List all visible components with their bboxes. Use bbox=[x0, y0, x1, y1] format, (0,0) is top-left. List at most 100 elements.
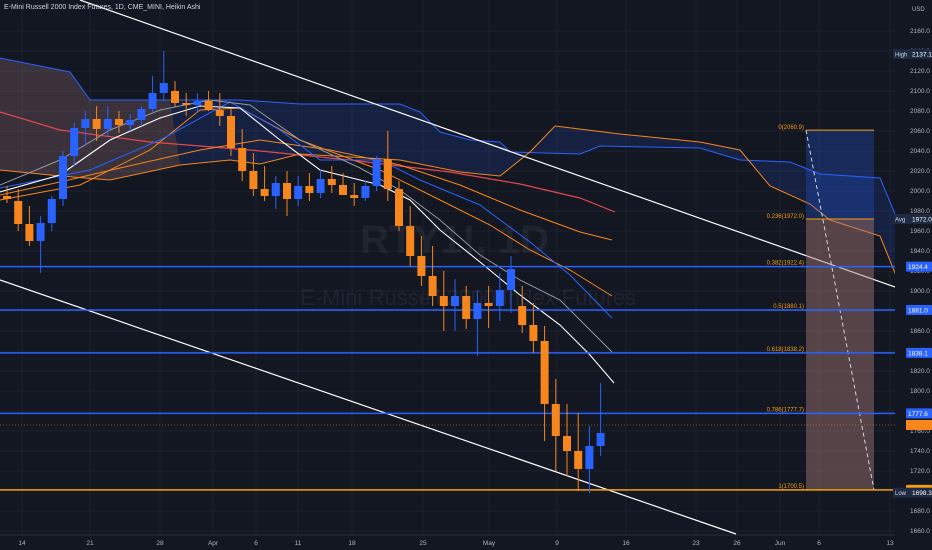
fib-label: 1(1700.5) bbox=[778, 484, 804, 490]
candle bbox=[518, 286, 527, 333]
level-price-text: 1924.4 bbox=[908, 264, 928, 271]
candle bbox=[59, 151, 67, 206]
candle bbox=[126, 114, 135, 131]
candle-body bbox=[395, 189, 403, 226]
candle-body bbox=[495, 290, 504, 306]
y-tick-label: 2160.0 bbox=[910, 28, 930, 35]
y-tick-label: 1760.0 bbox=[910, 428, 930, 435]
candle bbox=[227, 108, 235, 156]
candle-body bbox=[182, 103, 191, 105]
candle-body bbox=[327, 179, 336, 185]
candle-body bbox=[3, 196, 11, 199]
candle-body bbox=[25, 224, 34, 241]
candle bbox=[574, 413, 583, 491]
watermark-name: E-Mini Russell 2000 Index Futures bbox=[300, 285, 637, 310]
candle-body bbox=[249, 171, 258, 189]
candle-body bbox=[81, 119, 90, 128]
candle bbox=[271, 176, 280, 209]
stat-tag-label: High bbox=[895, 52, 907, 58]
stat-tag bbox=[893, 48, 932, 59]
candle-body bbox=[171, 91, 179, 103]
candle-body bbox=[316, 179, 325, 193]
trendline-upper bbox=[79, 0, 932, 301]
y-tick-label: 1900.0 bbox=[910, 288, 930, 295]
candle bbox=[238, 129, 247, 181]
candle-body bbox=[507, 269, 515, 290]
y-tick-label: 1660.0 bbox=[910, 528, 930, 535]
y-tick-label: 2000.0 bbox=[910, 188, 930, 195]
stat-tag bbox=[893, 214, 932, 224]
level-price-tag bbox=[906, 347, 932, 358]
grid bbox=[0, 0, 895, 535]
candle bbox=[92, 106, 101, 141]
candle-body bbox=[215, 110, 224, 116]
candle-body bbox=[115, 119, 123, 125]
current-price-tag bbox=[906, 420, 932, 430]
fib-label: 0.236(1972.0) bbox=[767, 214, 804, 220]
cloud-top-line bbox=[0, 57, 907, 241]
ma-blue-line bbox=[0, 101, 613, 319]
candle-body bbox=[92, 119, 101, 129]
cloud-fill-warm bbox=[0, 58, 180, 180]
y-tick-label: 1800.0 bbox=[910, 388, 930, 395]
candle bbox=[137, 106, 146, 126]
x-tick-label: 25 bbox=[419, 540, 427, 547]
candle bbox=[406, 206, 415, 266]
fib-label: 0.786(1777.7) bbox=[767, 407, 804, 413]
candle-body bbox=[204, 101, 213, 110]
candle bbox=[182, 93, 191, 116]
candle bbox=[283, 171, 291, 216]
price-axis-bg bbox=[895, 0, 932, 550]
candle bbox=[428, 246, 437, 306]
x-tick-label: 16 bbox=[622, 540, 630, 547]
candle-body bbox=[137, 109, 146, 120]
candle-body bbox=[417, 256, 426, 276]
candle bbox=[361, 181, 370, 201]
x-tick-label: 9 bbox=[555, 540, 559, 547]
x-tick-label: Apr bbox=[208, 540, 219, 547]
candle bbox=[439, 271, 448, 331]
x-tick-label: 14 bbox=[18, 540, 26, 547]
y-tick-label: 1680.0 bbox=[910, 508, 930, 515]
cloud-bottom-line bbox=[0, 125, 907, 301]
candle bbox=[316, 169, 325, 198]
level-price-tag bbox=[906, 408, 932, 419]
candle-body bbox=[350, 195, 359, 198]
candle-body bbox=[439, 296, 448, 306]
candle bbox=[395, 181, 403, 231]
x-tick-label: May bbox=[483, 540, 496, 547]
y-tick-label: 2020.0 bbox=[910, 168, 930, 175]
candle bbox=[495, 273, 504, 321]
x-tick-label: 6 bbox=[254, 540, 258, 547]
candle-body bbox=[473, 303, 482, 319]
candle-body bbox=[540, 341, 549, 404]
stat-tag-value: 1972.0 bbox=[912, 217, 932, 224]
fib-label: 0.5(1880.1) bbox=[773, 304, 804, 310]
level-price-text: 1881.0 bbox=[908, 308, 928, 315]
level-price-text: 1838.1 bbox=[908, 350, 928, 357]
candle-body bbox=[596, 433, 605, 446]
x-tick-label: 13 bbox=[886, 540, 894, 547]
candle bbox=[36, 216, 45, 273]
candle bbox=[327, 166, 336, 193]
candle-body bbox=[518, 306, 527, 325]
candle-body bbox=[339, 185, 347, 195]
y-tick-label: 1740.0 bbox=[910, 448, 930, 455]
candle-body bbox=[126, 120, 135, 125]
candle-body bbox=[260, 189, 269, 196]
candle bbox=[473, 291, 482, 356]
candle-body bbox=[294, 186, 303, 199]
candle bbox=[462, 286, 471, 329]
x-tick-label: Jun bbox=[775, 540, 786, 547]
y-tick-label: 1960.0 bbox=[910, 228, 930, 235]
candle-body bbox=[159, 83, 168, 93]
candle-body bbox=[372, 159, 381, 186]
candle bbox=[148, 76, 157, 113]
candle-body bbox=[103, 119, 112, 129]
candle bbox=[484, 286, 493, 328]
x-tick-label: 18 bbox=[348, 540, 356, 547]
y-tick-label: 2080.0 bbox=[910, 108, 930, 115]
candle-body bbox=[574, 451, 583, 469]
